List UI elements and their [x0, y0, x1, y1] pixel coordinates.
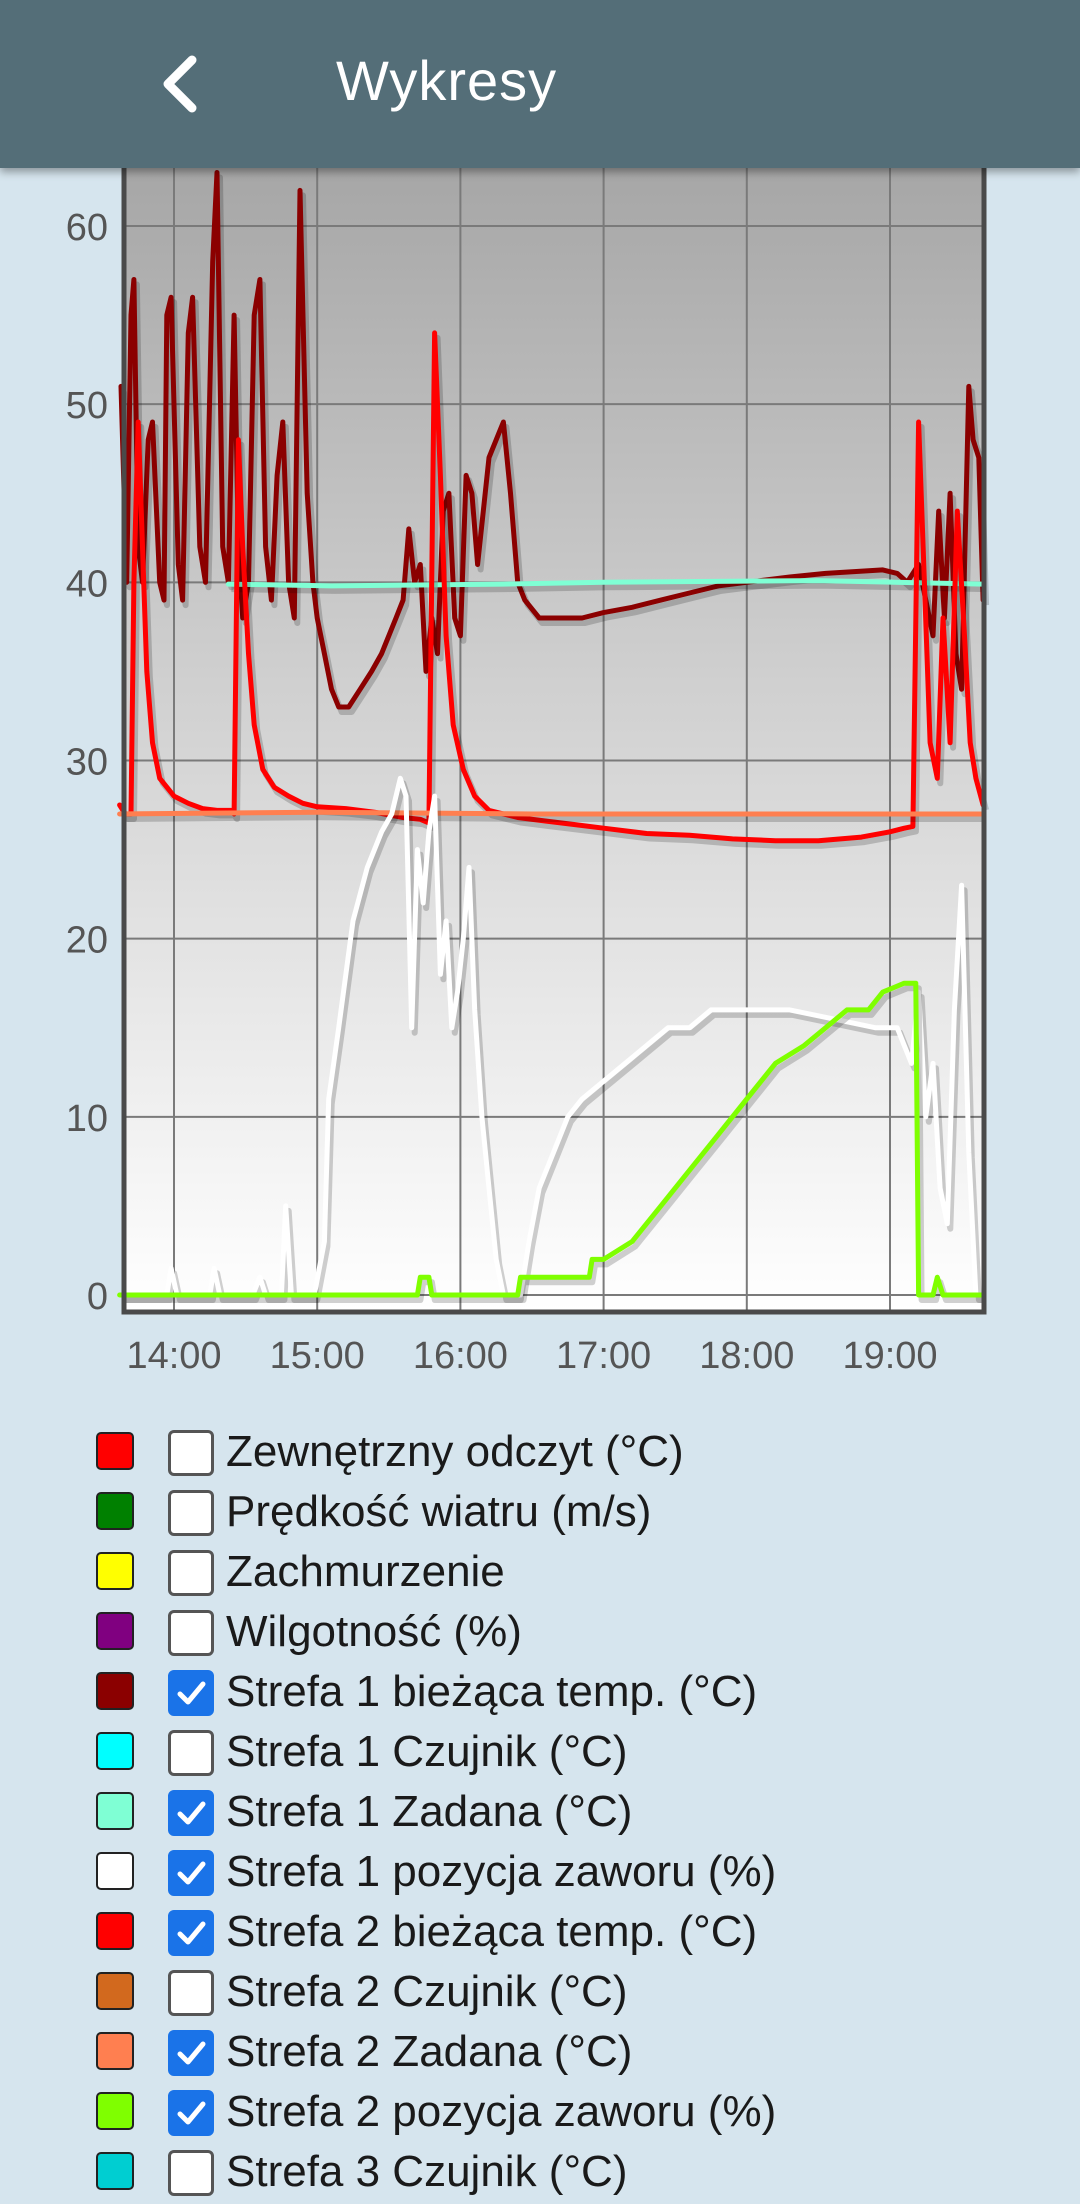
series-layer — [117, 170, 990, 1303]
chevron-left-icon — [163, 55, 197, 113]
legend-label: Zewnętrzny odczyt (°C) — [226, 1427, 684, 1476]
legend-label: Strefa 2 pozycja zaworu (%) — [226, 2087, 777, 2136]
legend-label: Strefa 2 bieżąca temp. (°C) — [226, 1907, 758, 1956]
legend-checkbox[interactable] — [168, 2090, 214, 2136]
y-tick-label-4: 40 — [66, 563, 108, 605]
legend-item[interactable]: Strefa 1 pozycja zaworu (%) — [0, 1844, 1080, 1904]
series-line-4 — [117, 775, 986, 1298]
legend-label: Strefa 1 bieżąca temp. (°C) — [226, 1667, 758, 1716]
legend-checkbox[interactable] — [168, 1730, 214, 1776]
y-tick-label-6: 60 — [66, 207, 108, 249]
legend-label: Zachmurzenie — [226, 1547, 505, 1596]
y-tick-label-5: 50 — [66, 385, 108, 427]
series-line-5 — [117, 980, 986, 1298]
series-line-0 — [118, 170, 986, 710]
legend-item[interactable]: Prędkość wiatru (m/s) — [0, 1484, 1080, 1544]
y-tick-label-0: 0 — [87, 1276, 108, 1318]
x-axis: 14:00 15:00 16:00 17:00 18:00 19:00 — [126, 1335, 937, 1377]
x-tick-label-1: 15:00 — [270, 1335, 365, 1377]
legend-item[interactable]: Wilgotność (%) — [0, 1604, 1080, 1664]
legend-item[interactable]: Zachmurzenie — [0, 1544, 1080, 1604]
legend-checkbox[interactable] — [168, 2150, 214, 2196]
legend-checkbox[interactable] — [168, 1850, 214, 1896]
checkmark-icon — [177, 2101, 206, 2125]
series-shadow-2 — [120, 334, 989, 849]
legend-label: Strefa 1 pozycja zaworu (%) — [226, 1847, 777, 1896]
legend-label: Strefa 1 Zadana (°C) — [226, 1787, 633, 1836]
y-tick-label-1: 10 — [66, 1098, 108, 1140]
legend-label: Strefa 1 Czujnik (°C) — [226, 1727, 628, 1776]
legend-color-swatch — [96, 1792, 134, 1830]
checkmark-icon — [177, 1681, 206, 1705]
y-tick-label-2: 20 — [66, 920, 108, 962]
series-shadow-5 — [122, 985, 987, 1303]
legend-item[interactable]: Strefa 2 bieżąca temp. (°C) — [0, 1904, 1080, 1964]
legend-checkbox[interactable] — [168, 1910, 214, 1956]
y-tick-label-3: 30 — [66, 742, 108, 784]
checkmark-icon — [177, 2041, 206, 2065]
legend-label: Strefa 3 Czujnik (°C) — [226, 2147, 628, 2196]
x-tick-label-4: 18:00 — [699, 1335, 794, 1377]
legend-color-swatch — [96, 1432, 134, 1470]
legend-color-swatch — [96, 1972, 134, 2010]
legend-item[interactable]: Strefa 2 Czujnik (°C) — [0, 1964, 1080, 2024]
checkmark-icon — [177, 1801, 206, 1825]
x-tick-label-2: 16:00 — [413, 1335, 508, 1377]
legend-label: Strefa 2 Czujnik (°C) — [226, 1967, 628, 2016]
legend-checkbox[interactable] — [168, 1430, 214, 1476]
back-button[interactable] — [140, 44, 220, 124]
legend-color-swatch — [96, 1552, 134, 1590]
legend-item[interactable]: Zewnętrzny odczyt (°C) — [0, 1424, 1080, 1484]
series-shadow-3 — [122, 814, 987, 822]
legend-checkbox[interactable] — [168, 1790, 214, 1836]
legend-color-swatch — [96, 2092, 134, 2130]
legend-color-swatch — [96, 1492, 134, 1530]
legend-color-swatch — [96, 1612, 134, 1650]
legend-checkbox[interactable] — [168, 1490, 214, 1536]
x-tick-label-0: 14:00 — [126, 1335, 221, 1377]
legend-checkbox[interactable] — [168, 1610, 214, 1656]
series-line-2 — [117, 330, 986, 844]
legend-label: Strefa 2 Zadana (°C) — [226, 2027, 633, 2076]
legend-label: Prędkość wiatru (m/s) — [226, 1487, 652, 1536]
legend-item[interactable]: Strefa 1 bieżąca temp. (°C) — [0, 1664, 1080, 1724]
legend-color-swatch — [96, 1912, 134, 1950]
y-axis: 0 10 20 30 40 50 60 — [66, 207, 108, 1318]
legend-color-swatch — [96, 1672, 134, 1710]
legend-checkbox[interactable] — [168, 1970, 214, 2016]
legend-color-swatch — [96, 2152, 134, 2190]
legend-item[interactable]: Strefa 2 pozycja zaworu (%) — [0, 2084, 1080, 2144]
series-line-3 — [117, 809, 986, 817]
x-tick-label-3: 17:00 — [556, 1335, 651, 1377]
x-tick-label-5: 19:00 — [842, 1335, 937, 1377]
legend: Zewnętrzny odczyt (°C) Prędkość wiatru (m… — [0, 1424, 1080, 2204]
plot-area — [124, 150, 984, 1312]
legend-color-swatch — [96, 1732, 134, 1770]
legend-item[interactable]: Strefa 2 Zadana (°C) — [0, 2024, 1080, 2084]
legend-color-swatch — [96, 2032, 134, 2070]
page-title: Wykresy — [336, 49, 558, 112]
series-shadow-1 — [231, 582, 987, 594]
legend-item[interactable]: Strefa 3 Czujnik (°C) — [0, 2144, 1080, 2204]
legend-item[interactable]: Strefa 1 Zadana (°C) — [0, 1784, 1080, 1844]
legend-checkbox[interactable] — [168, 2030, 214, 2076]
app-bar: Wykresy — [0, 0, 1080, 168]
legend-checkbox[interactable] — [168, 1670, 214, 1716]
checkmark-icon — [177, 1861, 206, 1885]
legend-item[interactable]: Strefa 1 Czujnik (°C) — [0, 1724, 1080, 1784]
series-line-1 — [225, 578, 986, 589]
legend-checkbox[interactable] — [168, 1550, 214, 1596]
series-shadow-0 — [121, 174, 990, 715]
legend-color-swatch — [96, 1852, 134, 1890]
legend-label: Wilgotność (%) — [226, 1607, 522, 1656]
checkmark-icon — [177, 1921, 206, 1945]
